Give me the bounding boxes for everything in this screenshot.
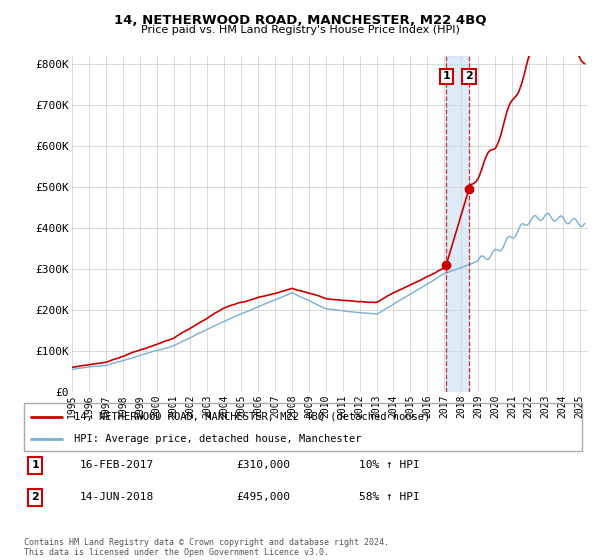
- Text: 14-JUN-2018: 14-JUN-2018: [80, 492, 154, 502]
- Text: 2: 2: [465, 72, 473, 82]
- Text: Contains HM Land Registry data © Crown copyright and database right 2024.
This d: Contains HM Land Registry data © Crown c…: [24, 538, 389, 557]
- Text: 1: 1: [442, 72, 450, 82]
- Text: 1: 1: [31, 460, 39, 470]
- Text: 14, NETHERWOOD ROAD, MANCHESTER, M22 4BQ: 14, NETHERWOOD ROAD, MANCHESTER, M22 4BQ: [114, 14, 486, 27]
- Text: 16-FEB-2017: 16-FEB-2017: [80, 460, 154, 470]
- Text: Price paid vs. HM Land Registry's House Price Index (HPI): Price paid vs. HM Land Registry's House …: [140, 25, 460, 35]
- Text: 58% ↑ HPI: 58% ↑ HPI: [359, 492, 419, 502]
- Text: £310,000: £310,000: [236, 460, 290, 470]
- Text: HPI: Average price, detached house, Manchester: HPI: Average price, detached house, Manc…: [74, 434, 362, 444]
- Bar: [446, 56, 469, 392]
- Text: £495,000: £495,000: [236, 492, 290, 502]
- Text: 2: 2: [31, 492, 39, 502]
- Text: 14, NETHERWOOD ROAD, MANCHESTER, M22 4BQ (detached house): 14, NETHERWOOD ROAD, MANCHESTER, M22 4BQ…: [74, 412, 430, 422]
- Text: 10% ↑ HPI: 10% ↑ HPI: [359, 460, 419, 470]
